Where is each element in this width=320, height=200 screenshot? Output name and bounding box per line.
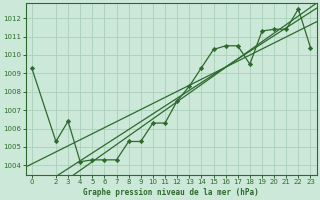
X-axis label: Graphe pression niveau de la mer (hPa): Graphe pression niveau de la mer (hPa) (83, 188, 259, 197)
